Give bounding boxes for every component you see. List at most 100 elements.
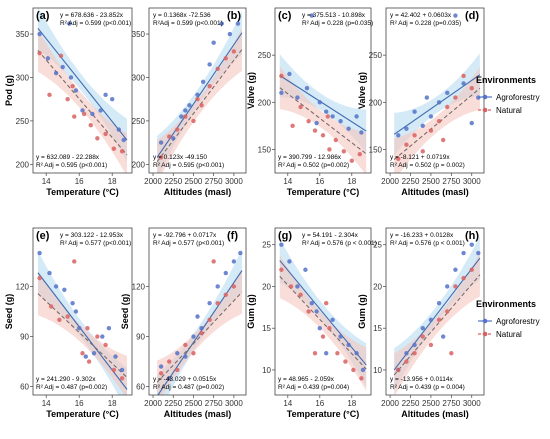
x-tick-label: 2500 (185, 399, 203, 408)
x-tick-label: 16 (75, 177, 84, 186)
point-agroforestry (37, 31, 42, 37)
x-axis-label: Altitudes (masl) (401, 187, 469, 197)
y-tick-label: 60 (20, 383, 29, 392)
point-agroforestry (440, 334, 446, 339)
point-natural (207, 83, 212, 89)
point-agroforestry (62, 287, 67, 292)
y-tick-label: 150 (258, 145, 272, 154)
point-natural (449, 351, 454, 356)
point-natural (279, 267, 284, 272)
point-agroforestry (354, 351, 359, 356)
panel-label: (e) (36, 230, 50, 242)
equation-agroforestry: R² Adj = 0.576 (p < 0.001) (302, 240, 377, 247)
point-natural (37, 275, 42, 281)
point-natural (325, 114, 330, 119)
x-axis-label: Temperature (°C) (46, 409, 118, 419)
fit-line-agroforestry (279, 75, 367, 132)
point-agroforestry (303, 267, 308, 272)
legend-lower-agroforestry-label: Agroforestry (496, 317, 540, 326)
y-tick-label: 60 (136, 383, 145, 392)
x-tick-label: 16 (315, 177, 324, 186)
point-natural (469, 267, 474, 272)
point-agroforestry (314, 309, 319, 314)
y-tick-label: 250 (369, 51, 383, 60)
x-axis-label: Temperature (°C) (46, 187, 118, 197)
x-tick-label: 3000 (463, 399, 481, 408)
point-agroforestry (98, 108, 103, 113)
point-natural (215, 66, 220, 71)
plot-border (32, 227, 133, 396)
x-tick-label: 2250 (164, 177, 182, 186)
confidence-band-natural (157, 28, 242, 173)
x-tick-label: 18 (347, 177, 356, 186)
fit-line-agroforestry (37, 27, 128, 141)
equation-natural: R² Adj = 0.595 (p<0.001) (153, 162, 224, 169)
point-natural (95, 334, 100, 339)
point-agroforestry (396, 133, 401, 138)
point-natural (440, 137, 446, 143)
point-natural (324, 300, 329, 306)
point-agroforestry (359, 130, 364, 135)
fit-line-natural (37, 50, 128, 156)
plot-border (385, 7, 485, 174)
point-agroforestry (330, 114, 335, 119)
equation-agroforestry: y = 303.122 - 12.953x (60, 232, 124, 239)
point-natural (412, 351, 417, 356)
point-agroforestry (68, 75, 74, 80)
point-natural (428, 128, 434, 133)
x-tick-label: 2000 (381, 177, 399, 186)
point-agroforestry (338, 118, 343, 124)
point-agroforestry (453, 267, 458, 272)
x-tick-label: 2250 (402, 177, 420, 186)
x-axis-label: Temperature (°C) (287, 409, 359, 419)
point-agroforestry (37, 250, 42, 256)
x-axis-label: Altitudes (masl) (164, 187, 232, 197)
y-axis-label: Gum (g) (357, 294, 367, 329)
y-tick-label: 120 (132, 282, 146, 291)
point-natural (37, 50, 42, 56)
point-agroforestry (183, 354, 188, 359)
point-agroforestry (445, 284, 450, 289)
panel-label: (d) (465, 10, 479, 22)
y-tick-label: 250 (258, 51, 272, 60)
point-natural (343, 359, 348, 364)
equation-agroforestry: R² Adj = 0.576 (p < 0.001) (390, 240, 465, 247)
point-natural (333, 137, 338, 143)
point-natural (320, 334, 326, 339)
panel-b: 2000 2250 2500 2750 3000 200 250 300 350 Altitude… (132, 7, 247, 197)
point-natural (396, 367, 401, 373)
point-natural (349, 158, 354, 163)
y-tick-label: 10 (262, 366, 271, 375)
point-agroforestry (317, 100, 322, 105)
equation-natural: R² Adj = 0.439 (p=0.004) (278, 384, 349, 391)
point-natural (65, 314, 70, 319)
point-natural (86, 359, 92, 364)
point-agroforestry (279, 242, 284, 247)
x-tick-label: 16 (75, 399, 84, 408)
point-natural (351, 367, 356, 373)
x-tick-label: 2250 (402, 399, 420, 408)
point-natural (327, 147, 332, 152)
x-tick-label: 2000 (144, 177, 162, 186)
point-natural (223, 292, 228, 297)
point-agroforestry (195, 314, 200, 319)
point-natural (175, 127, 180, 132)
point-agroforestry (187, 103, 192, 108)
point-agroforestry (304, 85, 310, 91)
point-agroforestry (113, 354, 118, 359)
x-tick-label: 2750 (442, 399, 460, 408)
fit-line-agroforestry (393, 257, 481, 371)
point-natural (158, 155, 164, 160)
y-tick-label: 20 (373, 282, 382, 291)
y-axis-label: Seed (g) (4, 294, 14, 330)
point-agroforestry (404, 351, 409, 356)
y-tick-label: 90 (136, 333, 145, 342)
equation-agroforestry: R² Adj = 0.577 (p<0.001) (60, 240, 131, 247)
point-agroforestry (207, 62, 212, 67)
point-agroforestry (83, 354, 89, 359)
point-agroforestry (324, 351, 329, 356)
point-natural (341, 149, 346, 154)
point-agroforestry (469, 242, 474, 247)
point-agroforestry (171, 136, 176, 141)
